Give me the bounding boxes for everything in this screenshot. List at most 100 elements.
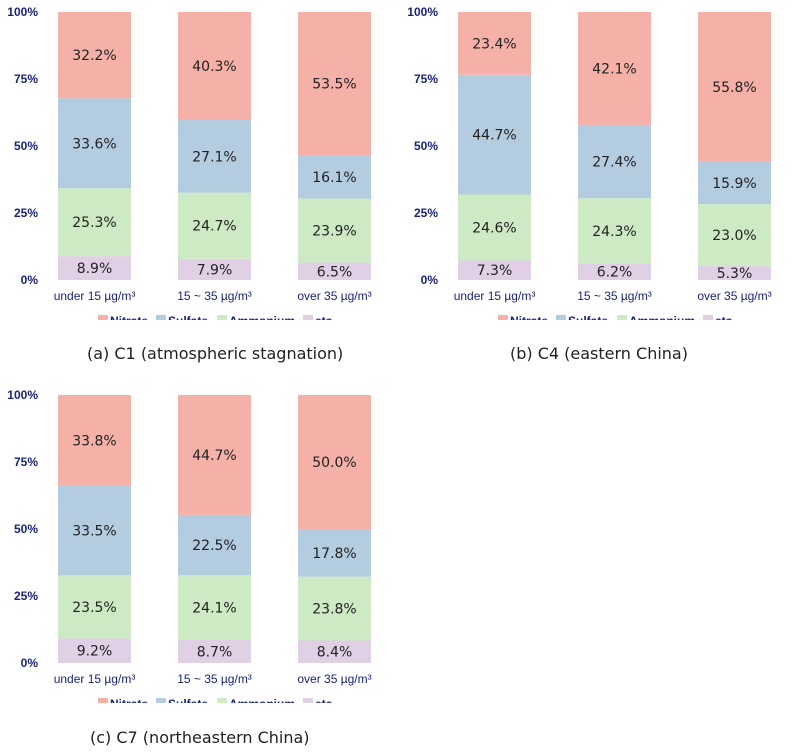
- bar-segment-nitrate: [578, 12, 651, 125]
- y-tick-label: 25%: [14, 206, 38, 220]
- caption-c7: (c) C7 (northeastern China): [90, 728, 310, 747]
- y-tick-label: 75%: [14, 72, 38, 86]
- legend-item-ammonium: Ammonium: [617, 314, 695, 328]
- data-label: 16.1%: [312, 170, 356, 186]
- data-label: 24.7%: [192, 219, 236, 235]
- bar-segment-sulfate: [58, 485, 131, 576]
- data-label: 33.6%: [72, 136, 116, 152]
- data-label: 24.1%: [192, 600, 236, 616]
- bar-segment-sulfate: [58, 98, 131, 189]
- y-tick-label: 75%: [414, 72, 438, 86]
- data-label: 32.2%: [72, 48, 116, 64]
- bar-segment-sulfate: [698, 161, 771, 205]
- legend-swatch: [156, 315, 166, 326]
- legend-item-etc: etc: [703, 314, 733, 328]
- bar-segment-nitrate: [698, 12, 771, 162]
- legend-swatch: [556, 315, 566, 326]
- legend-label: Ammonium: [629, 314, 695, 320]
- y-tick-label: 25%: [414, 206, 438, 220]
- chart-c7: 0% 25% 50% 75% 100% 9.2% 23.5% 33.5% 33.8% under …: [7, 388, 371, 711]
- legend-item-ammonium: Ammonium: [217, 314, 295, 328]
- legend-label: Ammonium: [229, 314, 295, 320]
- data-label: 33.5%: [72, 523, 116, 539]
- legend-label: Sulfate: [168, 697, 208, 703]
- legend-item-sulfate: Sulfate: [156, 697, 208, 711]
- data-label: 25.3%: [72, 215, 116, 231]
- bar-segment-nitrate: [178, 12, 251, 121]
- bar-segment-ammonium: [298, 576, 371, 641]
- legend-item-sulfate: Sulfate: [556, 314, 608, 328]
- chart-c4: 0% 25% 50% 75% 100% 7.3% 24.6% 44.7% 23.4% under …: [407, 5, 771, 328]
- x-tick-label: under 15 µg/m³: [54, 289, 136, 303]
- legend-item-sulfate: Sulfate: [156, 314, 208, 328]
- data-label: 42.1%: [592, 61, 636, 77]
- legend-swatch: [303, 698, 313, 709]
- x-tick-label: 15 ~ 35 µg/m³: [177, 672, 252, 686]
- bar-segment-ammonium: [458, 194, 531, 261]
- y-tick-label: 100%: [7, 5, 38, 19]
- y-tick-label: 25%: [14, 589, 38, 603]
- bar-segment-sulfate: [578, 124, 651, 199]
- bar-segment-etc: [458, 260, 531, 280]
- bar-segment-etc: [298, 262, 371, 280]
- bar-segment-etc: [178, 639, 251, 663]
- legend-label: Sulfate: [168, 314, 208, 320]
- legend-swatch: [98, 698, 108, 709]
- bar-segment-sulfate: [298, 155, 371, 199]
- legend-label: etc: [715, 314, 733, 320]
- legend-swatch: [703, 315, 713, 326]
- data-label: 55.8%: [712, 80, 756, 96]
- bar-segment-nitrate: [458, 12, 531, 75]
- bar-segment-sulfate: [298, 529, 371, 577]
- chart-panel-c7: 0% 25% 50% 75% 100% 9.2% 23.5% 33.5% 33.8% under …: [0, 383, 400, 711]
- data-label: 8.7%: [197, 644, 233, 660]
- y-tick-label: 75%: [14, 455, 38, 469]
- legend-label: etc: [315, 697, 333, 703]
- legend-label: Nitrate: [110, 314, 148, 320]
- data-label: 22.5%: [192, 538, 236, 554]
- data-label: 15.9%: [712, 176, 756, 192]
- chart-panel-c1: 0% 25% 50% 75% 100% 8.9% 25.3% 33.6% 32.2% under …: [0, 0, 400, 328]
- legend-item-nitrate: Nitrate: [98, 697, 148, 711]
- legend-swatch: [617, 315, 627, 326]
- y-tick-label: 0%: [421, 273, 439, 287]
- bar-segment-ammonium: [298, 198, 371, 263]
- bar-segment-nitrate: [58, 395, 131, 486]
- caption-c1: (a) C1 (atmospheric stagnation): [87, 344, 344, 363]
- data-label: 7.3%: [477, 263, 513, 279]
- bar-segment-sulfate: [178, 514, 251, 576]
- bar-segment-nitrate: [178, 395, 251, 515]
- y-tick-label: 50%: [14, 522, 38, 536]
- legend-swatch: [303, 315, 313, 326]
- data-label: 7.9%: [197, 262, 233, 278]
- legend-item-etc: etc: [303, 697, 333, 711]
- data-label: 50.0%: [312, 455, 356, 471]
- caption-c4: (b) C4 (eastern China): [510, 344, 688, 363]
- data-label: 24.3%: [592, 224, 636, 240]
- legend-label: Ammonium: [229, 697, 295, 703]
- bar-segment-sulfate: [178, 120, 251, 193]
- data-label: 24.6%: [472, 220, 516, 236]
- legend-swatch: [217, 698, 227, 709]
- legend-item-ammonium: Ammonium: [217, 697, 295, 711]
- bar-segment-ammonium: [178, 192, 251, 259]
- bar-segment-ammonium: [58, 575, 131, 639]
- data-label: 27.1%: [192, 149, 236, 165]
- data-label: 9.2%: [77, 644, 113, 660]
- x-tick-label: over 35 µg/m³: [297, 672, 371, 686]
- x-tick-label: 15 ~ 35 µg/m³: [177, 289, 252, 303]
- x-tick-label: under 15 µg/m³: [454, 289, 536, 303]
- chart-c1: 0% 25% 50% 75% 100% 8.9% 25.3% 33.6% 32.2% under …: [7, 5, 371, 328]
- y-tick-label: 50%: [14, 139, 38, 153]
- bar-segment-ammonium: [178, 575, 251, 640]
- bar-segment-etc: [298, 640, 371, 663]
- legend-label: Nitrate: [110, 697, 148, 703]
- legend-swatch: [98, 315, 108, 326]
- data-label: 8.4%: [317, 645, 353, 661]
- y-tick-label: 50%: [414, 139, 438, 153]
- data-label: 33.8%: [72, 433, 116, 449]
- data-label: 23.0%: [712, 228, 756, 244]
- bar-segment-etc: [698, 265, 771, 280]
- x-tick-label: over 35 µg/m³: [697, 289, 771, 303]
- legend-item-nitrate: Nitrate: [98, 314, 148, 328]
